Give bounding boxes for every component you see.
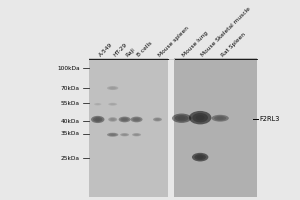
- Text: 25kDa: 25kDa: [61, 156, 80, 161]
- Ellipse shape: [192, 153, 208, 161]
- Ellipse shape: [134, 118, 139, 121]
- Text: Mouse spleen: Mouse spleen: [158, 25, 190, 58]
- Ellipse shape: [154, 118, 161, 121]
- Ellipse shape: [130, 117, 142, 122]
- FancyBboxPatch shape: [169, 58, 174, 197]
- Ellipse shape: [109, 87, 117, 89]
- Ellipse shape: [94, 103, 101, 105]
- Ellipse shape: [134, 134, 140, 136]
- Text: HT-29: HT-29: [113, 42, 128, 58]
- Ellipse shape: [194, 154, 206, 160]
- Ellipse shape: [132, 133, 141, 136]
- Text: 40kDa: 40kDa: [61, 119, 80, 124]
- Ellipse shape: [178, 116, 185, 120]
- Ellipse shape: [122, 134, 128, 136]
- Ellipse shape: [132, 117, 141, 121]
- Ellipse shape: [122, 118, 127, 121]
- Ellipse shape: [108, 103, 117, 106]
- Ellipse shape: [118, 117, 130, 122]
- Ellipse shape: [197, 155, 203, 159]
- Ellipse shape: [91, 116, 104, 123]
- Ellipse shape: [108, 117, 117, 122]
- Text: Rat Spleen: Rat Spleen: [220, 31, 246, 58]
- Text: Mouse lung: Mouse lung: [182, 30, 209, 58]
- Ellipse shape: [175, 115, 188, 121]
- Ellipse shape: [109, 133, 117, 136]
- Text: Raji: Raji: [124, 46, 136, 58]
- Ellipse shape: [107, 133, 118, 137]
- Text: Mouse Skeletal muscle: Mouse Skeletal muscle: [200, 6, 252, 58]
- Text: 35kDa: 35kDa: [61, 131, 80, 136]
- Ellipse shape: [214, 116, 226, 121]
- Ellipse shape: [107, 86, 118, 90]
- Ellipse shape: [212, 115, 229, 122]
- Ellipse shape: [172, 114, 191, 123]
- Ellipse shape: [192, 113, 208, 122]
- Text: A-549: A-549: [98, 42, 113, 58]
- Text: 100kDa: 100kDa: [57, 66, 80, 71]
- FancyBboxPatch shape: [173, 58, 257, 197]
- Text: 70kDa: 70kDa: [61, 86, 80, 91]
- Ellipse shape: [196, 115, 205, 120]
- Ellipse shape: [95, 118, 100, 121]
- Ellipse shape: [189, 111, 212, 124]
- Text: 55kDa: 55kDa: [61, 101, 80, 106]
- FancyBboxPatch shape: [89, 58, 168, 197]
- Ellipse shape: [217, 117, 224, 120]
- Ellipse shape: [110, 118, 116, 121]
- Ellipse shape: [153, 117, 162, 121]
- Ellipse shape: [120, 133, 129, 136]
- Text: B cells: B cells: [136, 40, 154, 58]
- Text: F2RL3: F2RL3: [259, 116, 279, 122]
- Ellipse shape: [93, 117, 102, 122]
- Ellipse shape: [120, 117, 129, 121]
